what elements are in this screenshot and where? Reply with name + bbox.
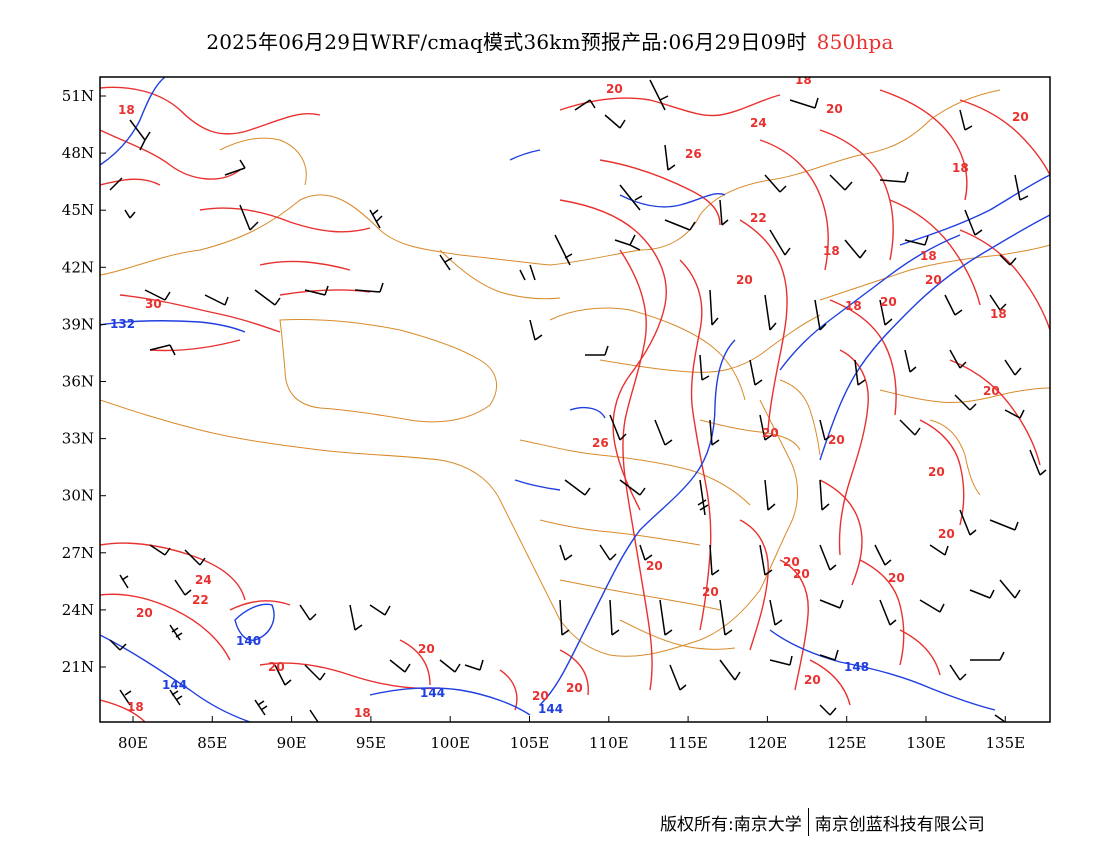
temp-label: 20 [1012,110,1029,124]
temp-label: 20 [646,559,663,573]
temp-label: 18 [795,73,812,87]
lon-tick-label: 90E [277,734,307,752]
lon-tick-label: 135E [986,734,1026,752]
temp-label: 20 [925,273,942,287]
temp-label: 20 [736,273,753,287]
temp-label: 20 [983,384,1000,398]
lat-tick-label: 21N [62,658,94,676]
temp-label: 20 [532,689,549,703]
temp-label: 20 [566,681,583,695]
lon-tick-label: 105E [510,734,550,752]
temp-label: 20 [880,295,897,309]
geopotential-label: 148 [844,660,869,674]
temp-label: 20 [418,642,435,656]
temp-label: 18 [823,244,840,258]
geopotential-label: 144 [538,702,563,716]
copyright-left: 版权所有:南京大学 [660,814,802,835]
map-frame [99,76,1051,723]
lat-tick-label: 48N [62,144,94,162]
temp-label: 22 [192,593,209,607]
latitude-axis: 51N 48N 45N 42N 39N 36N 33N 30N 27N 24N 21N [62,87,106,676]
lon-tick-label: 130E [906,734,946,752]
temp-label: 18 [118,103,135,117]
temp-label: 20 [762,426,779,440]
geopotential-label: 144 [162,678,187,692]
lat-tick-label: 42N [62,258,94,276]
lon-tick-label: 125E [827,734,867,752]
copyright-divider [807,808,809,836]
geopotential-label: 144 [420,686,445,700]
lon-tick-label: 110E [589,734,629,752]
temp-label: 20 [828,433,845,447]
title-level: 850hpa [816,30,894,54]
temp-label: 30 [145,297,162,311]
lat-tick-label: 51N [62,87,94,105]
lat-tick-label: 30N [62,487,94,505]
temp-label: 18 [952,161,969,175]
temp-label: 20 [783,555,800,569]
lon-tick-label: 85E [197,734,227,752]
lat-tick-label: 45N [62,201,94,219]
temp-label: 26 [592,436,609,450]
temp-label: 20 [136,606,153,620]
temp-label: 20 [268,660,285,674]
geopotential-label: 132 [110,317,135,331]
lat-tick-label: 33N [62,430,94,448]
temp-label: 20 [702,585,719,599]
temp-label: 18 [845,299,862,313]
lon-tick-label: 80E [118,734,148,752]
geopotential-label: 140 [236,634,261,648]
isoline-labels: 18 20 24 26 20 18 22 18 18 20 18 20 20 1… [110,73,1029,720]
lat-tick-label: 39N [62,315,94,333]
temp-label: 18 [990,307,1007,321]
geopotential-isolines [100,77,1050,722]
temp-label: 20 [928,465,945,479]
lon-tick-label: 115E [668,734,708,752]
temp-label: 24 [195,573,212,587]
temp-label: 20 [793,567,810,581]
temp-label: 26 [685,147,702,161]
lat-tick-label: 36N [62,373,94,391]
lon-tick-label: 100E [430,734,470,752]
temp-label: 20 [938,527,955,541]
temp-label: 20 [888,571,905,585]
temp-label: 20 [606,82,623,96]
temp-label: 18 [127,700,144,714]
temp-label: 20 [804,673,821,687]
map-content: 18 20 24 26 20 18 22 18 18 20 18 20 20 1… [100,73,1050,722]
temp-label: 18 [354,706,371,720]
title-main: 2025年06月29日WRF/cmaq模式36km预报产品:06月29日09时 [206,30,807,54]
lon-tick-label: 95E [356,734,386,752]
temp-label: 22 [750,211,767,225]
map-title: 2025年06月29日WRF/cmaq模式36km预报产品:06月29日09时 8… [0,26,1100,55]
copyright-footer: 版权所有:南京大学 南京创蓝科技有限公司 [660,808,985,836]
temperature-isolines [100,86,1050,722]
lon-tick-label: 120E [748,734,788,752]
wind-barbs [109,79,1047,722]
temp-label: 18 [920,249,937,263]
temp-label: 24 [750,116,767,130]
temp-label: 20 [826,102,843,116]
longitude-axis: 80E 85E 90E 95E 100E 105E 110E 115E 120E 125E 130E… [118,716,1025,752]
copyright-right: 南京创蓝科技有限公司 [814,814,985,835]
lat-tick-label: 24N [62,601,94,619]
lat-tick-label: 27N [62,544,94,562]
